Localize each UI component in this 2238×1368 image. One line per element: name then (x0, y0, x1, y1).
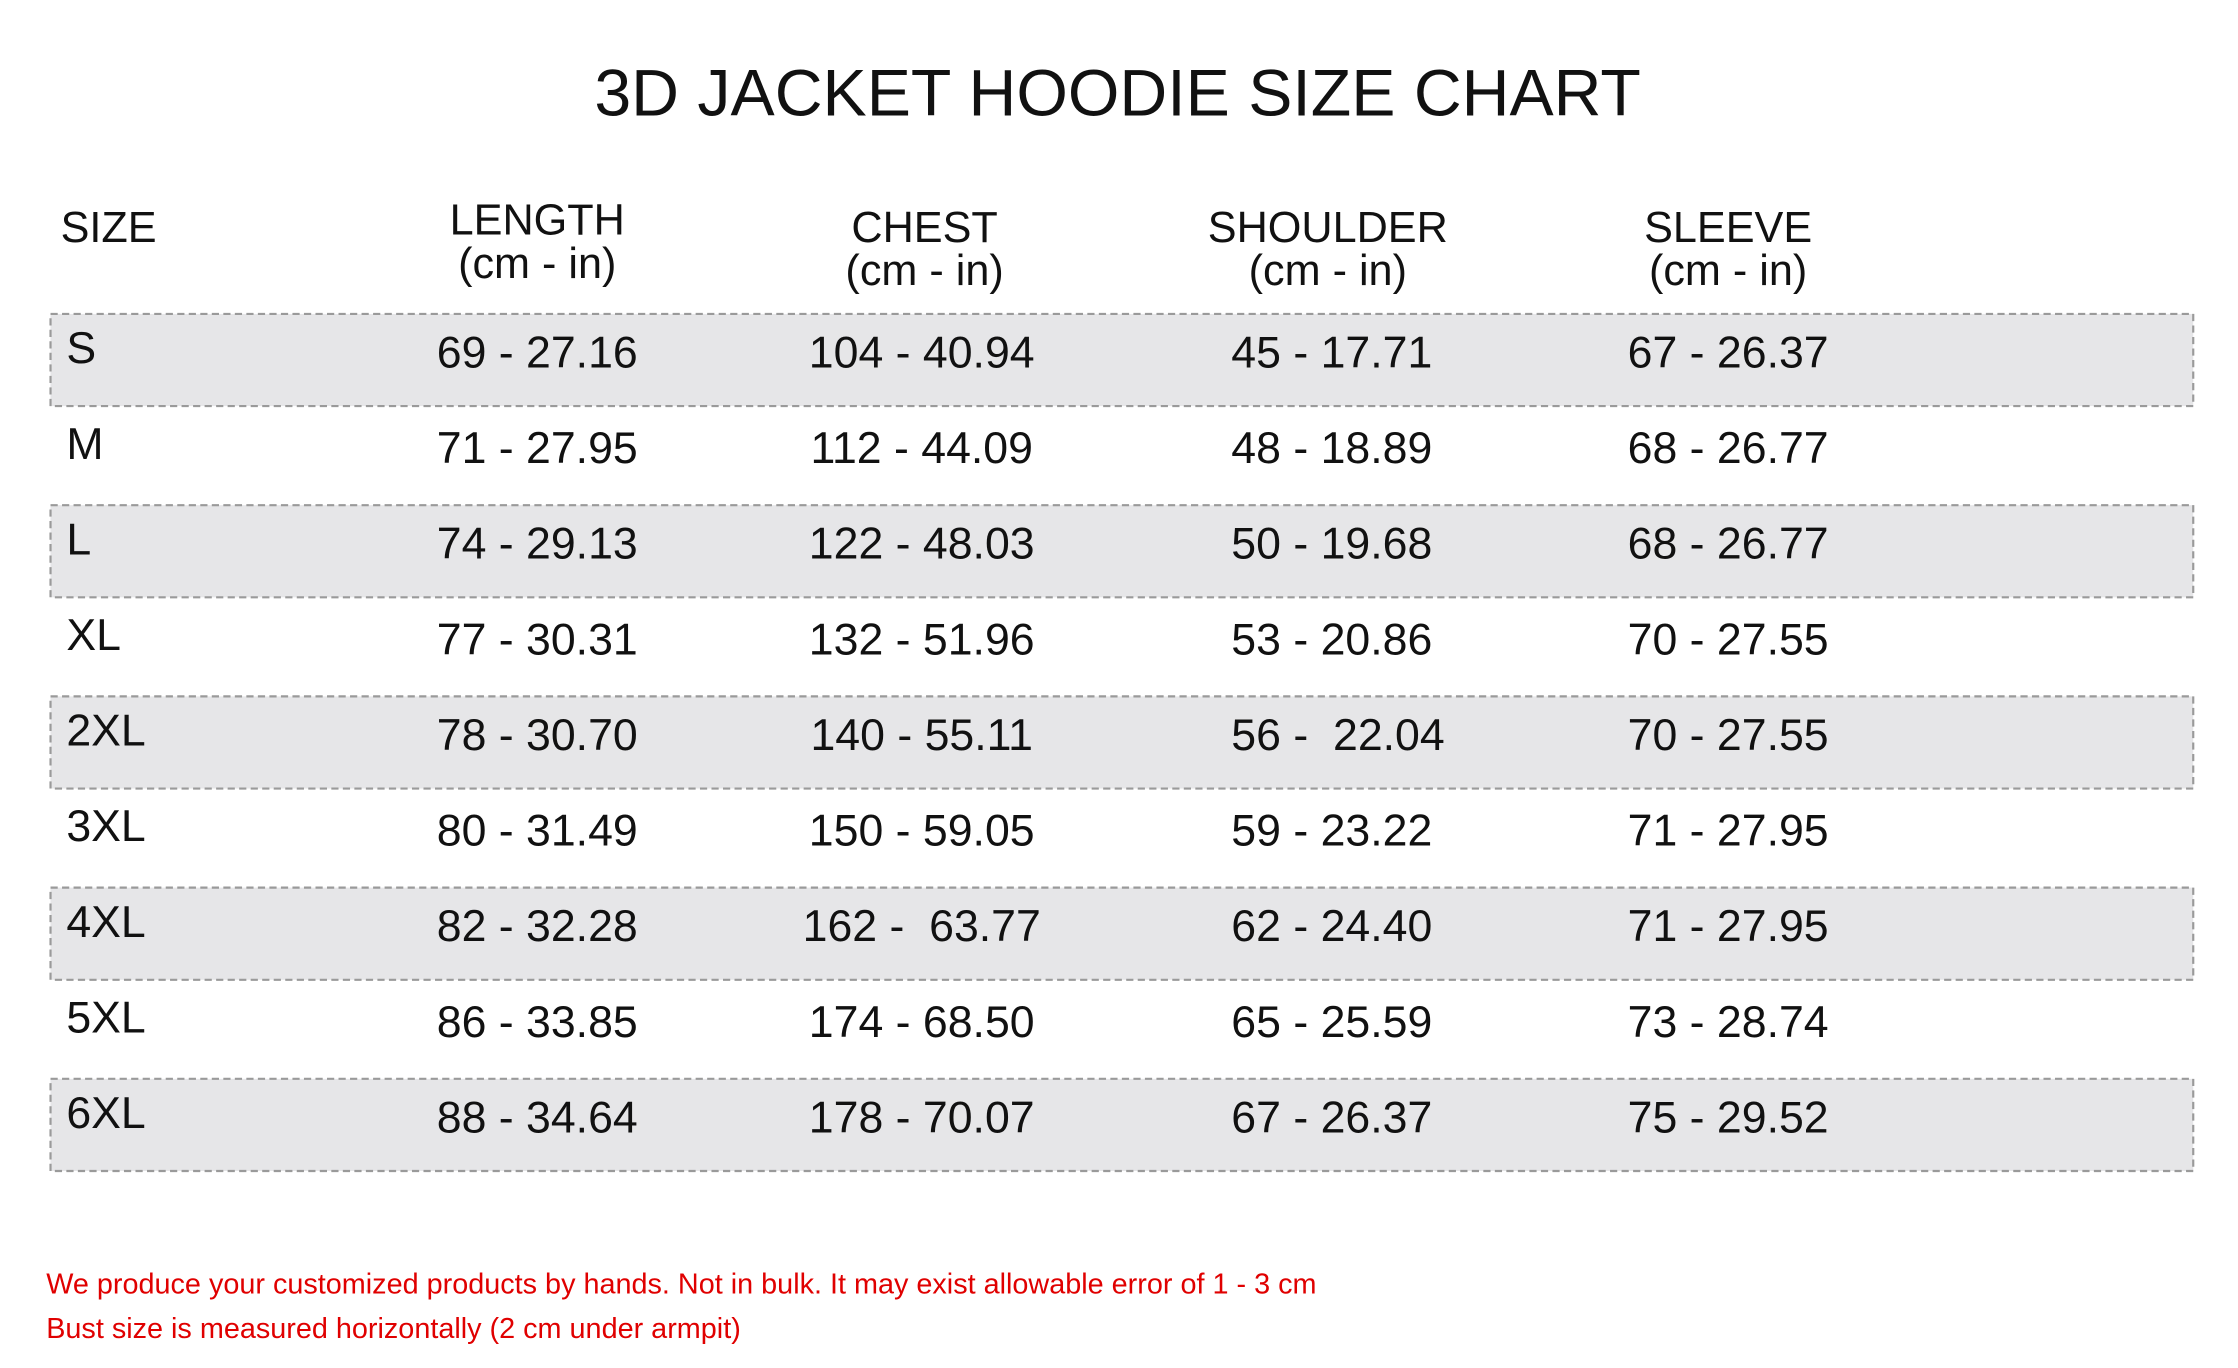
column-unit: (cm - in) (458, 240, 616, 288)
size-label: 6XL (66, 1089, 145, 1138)
note: We produce your customized products by h… (46, 1269, 1316, 1301)
row-band (49, 504, 2195, 599)
column-header: CHEST (851, 204, 997, 252)
measurement: 59 - 23.22 (1231, 807, 1432, 856)
column-unit: (cm - in) (845, 247, 1003, 295)
measurement: 74 - 29.13 (437, 520, 638, 569)
measurement: 68 - 26.77 (1628, 424, 1829, 473)
measurement: 45 - 17.71 (1231, 328, 1432, 377)
column-unit: (cm - in) (1649, 247, 1807, 295)
measurement: 162 - 63.77 (803, 902, 1041, 951)
measurement: 82 - 32.28 (437, 902, 638, 951)
measurement: 75 - 29.52 (1628, 1093, 1829, 1142)
measurement: 48 - 18.89 (1231, 424, 1432, 473)
column-header: SIZE (61, 204, 157, 252)
size-label: XL (66, 611, 121, 660)
measurement: 174 - 68.50 (809, 998, 1035, 1047)
measurement: 71 - 27.95 (1628, 807, 1829, 856)
measurement: 178 - 70.07 (809, 1093, 1035, 1142)
measurement: 71 - 27.95 (1628, 902, 1829, 951)
measurement: 50 - 19.68 (1231, 520, 1432, 569)
size-label: 2XL (66, 707, 145, 756)
size-label: L (66, 515, 91, 564)
measurement: 67 - 26.37 (1628, 328, 1829, 377)
column-header: SHOULDER (1208, 204, 1448, 252)
measurement: 132 - 51.96 (809, 615, 1035, 664)
row-band (49, 886, 2195, 981)
measurement: 73 - 28.74 (1628, 998, 1829, 1047)
measurement: 112 - 44.09 (810, 424, 1032, 473)
row-band (49, 695, 2195, 790)
measurement: 56 - 22.04 (1231, 711, 1444, 760)
size-label: S (66, 324, 96, 373)
measurement: 68 - 26.77 (1628, 520, 1829, 569)
size-label: 4XL (66, 898, 145, 947)
size-label: M (66, 420, 103, 469)
row-band (49, 312, 2195, 408)
column-header: LENGTH (450, 197, 625, 245)
measurement: 140 - 55.11 (810, 711, 1032, 760)
measurement: 71 - 27.95 (437, 424, 638, 473)
column-header: SLEEVE (1644, 204, 1812, 252)
measurement: 69 - 27.16 (437, 328, 638, 377)
measurement: 86 - 33.85 (437, 998, 638, 1047)
title: 3D JACKET HOODIE SIZE CHART (594, 56, 1640, 130)
size-label: 5XL (66, 993, 145, 1042)
measurement: 53 - 20.86 (1231, 615, 1432, 664)
measurement: 62 - 24.40 (1231, 902, 1432, 951)
size-label: 3XL (66, 802, 145, 851)
measurement: 77 - 30.31 (437, 615, 638, 664)
measurement: 70 - 27.55 (1628, 711, 1829, 760)
measurement: 80 - 31.49 (437, 807, 638, 856)
measurement: 65 - 25.59 (1231, 998, 1432, 1047)
measurement: 67 - 26.37 (1231, 1093, 1432, 1142)
measurement: 122 - 48.03 (809, 520, 1035, 569)
measurement: 70 - 27.55 (1628, 615, 1829, 664)
row-band (49, 1077, 2195, 1173)
measurement: 150 - 59.05 (809, 807, 1035, 856)
measurement: 88 - 34.64 (437, 1093, 638, 1142)
measurement: 104 - 40.94 (809, 328, 1035, 377)
note: Bust size is measured horizontally (2 cm… (46, 1313, 741, 1345)
column-unit: (cm - in) (1249, 247, 1407, 295)
measurement: 78 - 30.70 (437, 711, 638, 760)
